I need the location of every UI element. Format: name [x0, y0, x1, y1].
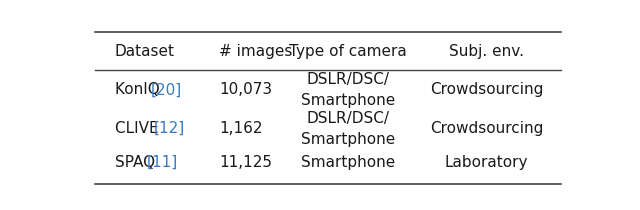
Text: Crowdsourcing: Crowdsourcing — [430, 121, 543, 136]
Text: Dataset: Dataset — [115, 43, 175, 59]
Text: Smartphone: Smartphone — [301, 93, 395, 108]
Text: 1,162: 1,162 — [219, 121, 262, 136]
Text: # images: # images — [219, 43, 292, 59]
Text: DSLR/DSC/: DSLR/DSC/ — [307, 111, 389, 126]
Text: Type of camera: Type of camera — [289, 43, 406, 59]
Text: 11,125: 11,125 — [219, 155, 272, 170]
Text: CLIVE: CLIVE — [115, 121, 163, 136]
Text: DSLR/DSC/: DSLR/DSC/ — [307, 72, 389, 87]
Text: Crowdsourcing: Crowdsourcing — [430, 82, 543, 97]
Text: [12]: [12] — [154, 121, 185, 136]
Text: Laboratory: Laboratory — [445, 155, 529, 170]
Text: 10,073: 10,073 — [219, 82, 272, 97]
Text: Subj. env.: Subj. env. — [449, 43, 524, 59]
Text: SPAQ: SPAQ — [115, 155, 160, 170]
Text: Smartphone: Smartphone — [301, 132, 395, 147]
Text: Smartphone: Smartphone — [301, 155, 395, 170]
Text: [11]: [11] — [147, 155, 178, 170]
Text: [20]: [20] — [151, 82, 182, 97]
Text: KonIQ: KonIQ — [115, 82, 164, 97]
